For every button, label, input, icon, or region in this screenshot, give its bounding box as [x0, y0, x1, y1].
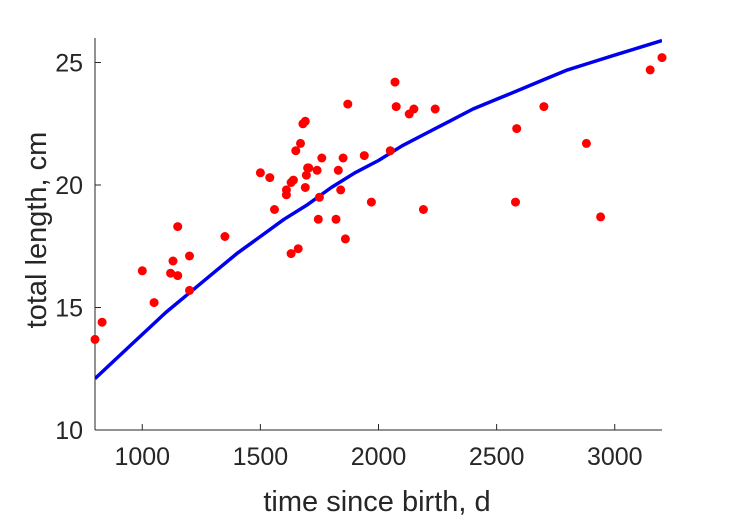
data-point: [596, 212, 606, 222]
y-tick-label: 20: [55, 172, 83, 200]
data-point: [418, 205, 428, 214]
data-point: [185, 251, 194, 261]
data-point: [317, 153, 327, 163]
data-point: [340, 234, 350, 244]
data-point: [581, 138, 591, 148]
y-axis-ticks: 10 15 20 25: [55, 50, 101, 445]
x-tick-label: 1000: [114, 443, 170, 471]
data-point: [312, 165, 322, 175]
data-point: [288, 175, 298, 185]
data-point: [296, 138, 305, 148]
data-point: [291, 146, 301, 156]
data-point: [281, 185, 291, 195]
fitted-curve-layer: [95, 38, 662, 380]
data-point: [97, 317, 107, 327]
data-point: [657, 53, 667, 63]
x-axis-ticks: 1000 1500 2000 2500 3000: [114, 424, 643, 471]
x-tick-label: 2000: [351, 443, 407, 471]
data-point: [409, 104, 419, 114]
data-point: [185, 285, 194, 295]
x-tick-label: 1500: [233, 443, 289, 471]
x-axis-label: time since birth, d: [263, 486, 490, 518]
data-point: [336, 185, 346, 195]
y-tick-label: 10: [55, 417, 83, 445]
data-point: [149, 298, 159, 308]
data-points-layer: [90, 53, 667, 344]
data-point: [300, 116, 310, 126]
data-point: [255, 168, 265, 178]
data-point: [304, 163, 314, 173]
data-point: [391, 102, 401, 112]
data-point: [265, 173, 275, 183]
data-point: [90, 334, 100, 344]
fitted-curve: [95, 38, 662, 380]
data-point: [512, 124, 522, 134]
data-point: [293, 244, 303, 254]
data-point: [366, 197, 376, 207]
data-point: [385, 146, 395, 156]
data-point: [338, 153, 348, 163]
data-point: [645, 65, 655, 75]
data-point: [166, 268, 176, 278]
data-point: [359, 151, 369, 161]
y-tick-label: 15: [55, 295, 83, 323]
data-point: [286, 249, 296, 259]
data-point: [430, 104, 440, 114]
axes: [94, 38, 662, 431]
data-point: [333, 165, 343, 175]
x-tick-label: 2500: [469, 443, 525, 471]
data-point: [168, 256, 178, 266]
data-point: [300, 183, 310, 192]
data-point: [539, 102, 549, 112]
data-point: [511, 197, 520, 207]
y-tick-label: 25: [55, 50, 83, 78]
data-point: [173, 271, 183, 281]
data-point: [314, 192, 324, 202]
data-point: [270, 205, 279, 214]
data-point: [220, 232, 230, 241]
x-tick-label: 3000: [587, 443, 643, 471]
data-point: [313, 214, 323, 224]
y-axis-label: total length, cm: [21, 132, 53, 329]
data-point: [343, 99, 353, 109]
data-point: [137, 266, 147, 276]
data-point: [301, 170, 311, 180]
data-point: [173, 222, 183, 232]
data-point: [331, 214, 341, 224]
data-point: [390, 77, 400, 87]
